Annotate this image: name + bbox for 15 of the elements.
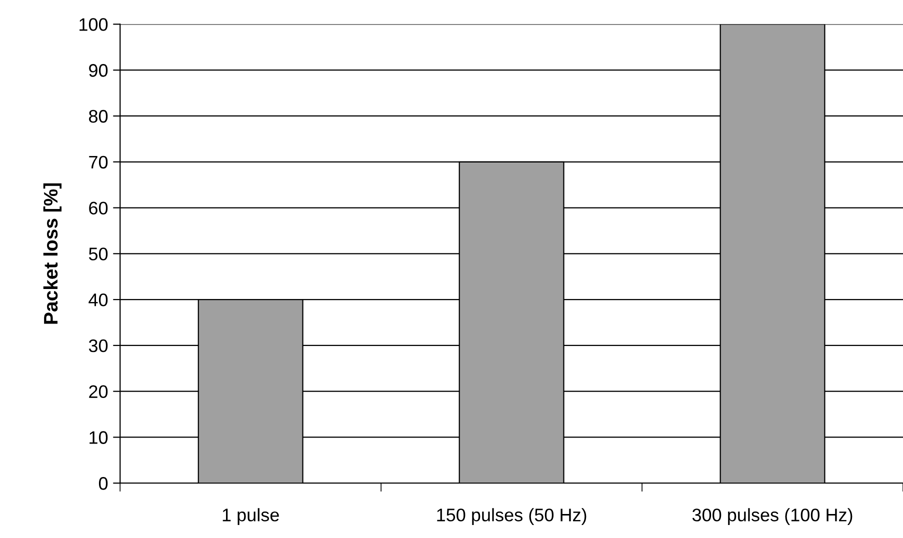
y-tick-label: 50 xyxy=(88,248,108,260)
x-tick-label: 300 pulses (100 Hz) xyxy=(692,508,852,525)
x-tick-label: 150 pulses (50 Hz) xyxy=(437,508,586,525)
y-tick-label: 0 xyxy=(98,477,108,490)
y-tick-label: 100 xyxy=(80,18,108,31)
y-tick-label: 20 xyxy=(89,385,108,398)
y-tick-label: 60 xyxy=(89,202,108,214)
y-tick-label: 80 xyxy=(88,110,108,123)
y-tick-label: 40 xyxy=(88,293,108,306)
y-tick-label: 10 xyxy=(90,431,108,444)
y-axis-title: Packet loss [%] xyxy=(43,183,62,324)
y-tick-label: 90 xyxy=(89,64,108,77)
x-tick-label: 1 pulse xyxy=(222,508,279,525)
y-tick-label: 30 xyxy=(88,339,108,352)
y-tick-label: 70 xyxy=(89,156,108,169)
